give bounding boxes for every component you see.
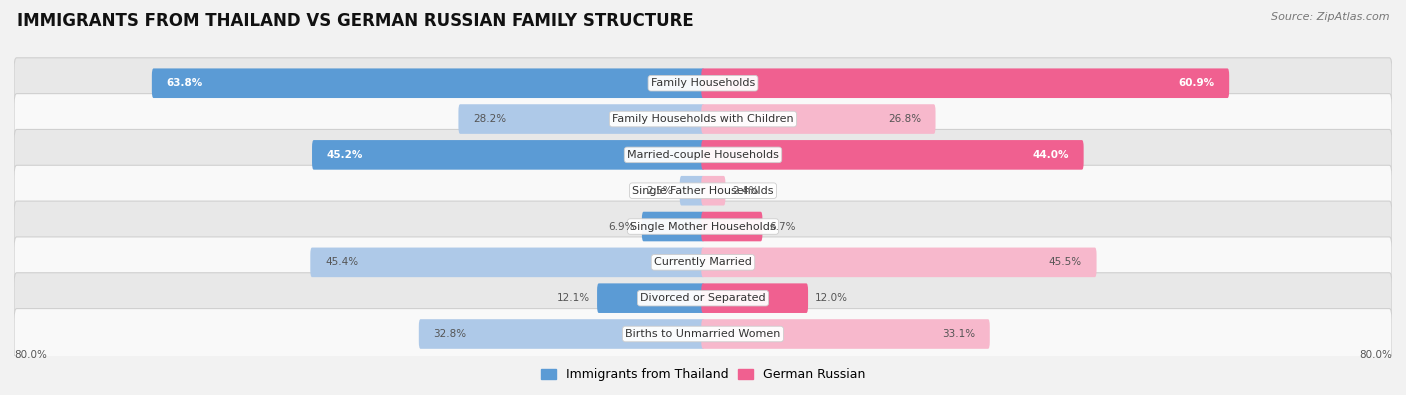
FancyBboxPatch shape bbox=[14, 94, 1392, 145]
FancyBboxPatch shape bbox=[312, 140, 704, 170]
FancyBboxPatch shape bbox=[702, 319, 990, 349]
FancyBboxPatch shape bbox=[702, 176, 725, 205]
Text: Divorced or Separated: Divorced or Separated bbox=[640, 293, 766, 303]
Text: 6.7%: 6.7% bbox=[769, 222, 796, 231]
FancyBboxPatch shape bbox=[14, 201, 1392, 252]
FancyBboxPatch shape bbox=[702, 104, 935, 134]
Text: 2.4%: 2.4% bbox=[733, 186, 759, 196]
Text: 2.5%: 2.5% bbox=[647, 186, 673, 196]
Legend: Immigrants from Thailand, German Russian: Immigrants from Thailand, German Russian bbox=[536, 363, 870, 386]
Text: 44.0%: 44.0% bbox=[1032, 150, 1069, 160]
Text: Family Households with Children: Family Households with Children bbox=[612, 114, 794, 124]
Text: 33.1%: 33.1% bbox=[942, 329, 976, 339]
FancyBboxPatch shape bbox=[702, 283, 808, 313]
Text: Family Households: Family Households bbox=[651, 78, 755, 88]
Text: 45.4%: 45.4% bbox=[325, 258, 359, 267]
Text: 28.2%: 28.2% bbox=[472, 114, 506, 124]
FancyBboxPatch shape bbox=[14, 165, 1392, 216]
Text: Source: ZipAtlas.com: Source: ZipAtlas.com bbox=[1271, 12, 1389, 22]
Text: 12.1%: 12.1% bbox=[557, 293, 591, 303]
Text: 32.8%: 32.8% bbox=[433, 329, 467, 339]
FancyBboxPatch shape bbox=[419, 319, 704, 349]
Text: 26.8%: 26.8% bbox=[887, 114, 921, 124]
Text: 45.5%: 45.5% bbox=[1049, 258, 1083, 267]
FancyBboxPatch shape bbox=[598, 283, 704, 313]
Text: 12.0%: 12.0% bbox=[815, 293, 848, 303]
Text: Currently Married: Currently Married bbox=[654, 258, 752, 267]
FancyBboxPatch shape bbox=[643, 212, 704, 241]
Text: Married-couple Households: Married-couple Households bbox=[627, 150, 779, 160]
FancyBboxPatch shape bbox=[702, 248, 1097, 277]
FancyBboxPatch shape bbox=[702, 140, 1084, 170]
Text: IMMIGRANTS FROM THAILAND VS GERMAN RUSSIAN FAMILY STRUCTURE: IMMIGRANTS FROM THAILAND VS GERMAN RUSSI… bbox=[17, 12, 693, 30]
Text: 63.8%: 63.8% bbox=[166, 78, 202, 88]
FancyBboxPatch shape bbox=[14, 237, 1392, 288]
FancyBboxPatch shape bbox=[14, 273, 1392, 324]
Text: Births to Unmarried Women: Births to Unmarried Women bbox=[626, 329, 780, 339]
FancyBboxPatch shape bbox=[152, 68, 704, 98]
FancyBboxPatch shape bbox=[702, 212, 762, 241]
FancyBboxPatch shape bbox=[702, 68, 1229, 98]
FancyBboxPatch shape bbox=[679, 176, 704, 205]
Text: Single Father Households: Single Father Households bbox=[633, 186, 773, 196]
FancyBboxPatch shape bbox=[458, 104, 704, 134]
Text: 80.0%: 80.0% bbox=[1360, 350, 1392, 361]
Text: 6.9%: 6.9% bbox=[609, 222, 636, 231]
FancyBboxPatch shape bbox=[311, 248, 704, 277]
FancyBboxPatch shape bbox=[14, 308, 1392, 359]
Text: Single Mother Households: Single Mother Households bbox=[630, 222, 776, 231]
Text: 45.2%: 45.2% bbox=[326, 150, 363, 160]
Text: 60.9%: 60.9% bbox=[1178, 78, 1215, 88]
FancyBboxPatch shape bbox=[14, 130, 1392, 180]
FancyBboxPatch shape bbox=[14, 58, 1392, 109]
Text: 80.0%: 80.0% bbox=[14, 350, 46, 361]
